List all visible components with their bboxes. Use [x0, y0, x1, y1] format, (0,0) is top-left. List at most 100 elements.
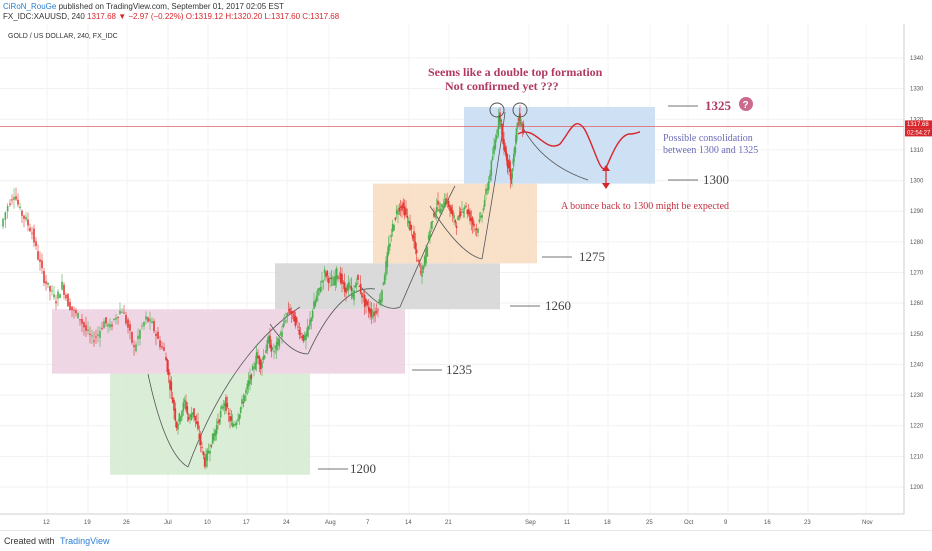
candle-body	[279, 333, 282, 335]
candle-body	[135, 344, 137, 352]
candle-body	[211, 433, 214, 444]
candle-body	[205, 454, 207, 468]
candle-body	[345, 287, 347, 294]
candle-body	[241, 399, 243, 405]
candle-body	[298, 329, 301, 335]
candle-body	[175, 422, 178, 429]
candle-body	[147, 317, 149, 322]
candle-body	[267, 336, 270, 343]
candle-body	[485, 188, 487, 195]
candle-body	[169, 379, 171, 390]
candle-body	[139, 329, 141, 339]
top-circle-1	[489, 102, 505, 118]
candle-body	[239, 407, 242, 413]
time-tick-label: 21	[445, 520, 452, 526]
time-tick-label: 26	[123, 520, 130, 526]
candle-body	[19, 206, 21, 209]
candle-body	[43, 270, 45, 284]
tradingview-logo[interactable]: TradingView	[60, 536, 110, 546]
candle-body	[375, 311, 378, 313]
candle-body	[486, 188, 489, 191]
time-tick-label: 17	[243, 520, 250, 526]
annotation-bounce: A bounce back to 1300 might be expected	[561, 201, 729, 212]
created-with-text: Created with	[4, 536, 55, 546]
candle-body	[215, 425, 218, 435]
candle-body	[255, 352, 258, 364]
candle-body	[303, 335, 306, 340]
candle-body	[179, 416, 182, 422]
time-tick-label: Jul	[164, 520, 172, 526]
candle-body	[346, 284, 349, 292]
candle-body	[363, 294, 366, 307]
candle-body	[231, 423, 234, 427]
price-tick-label: 1260	[910, 301, 924, 307]
footer: Created with TradingView	[0, 530, 932, 551]
annotation-title-2: Not confirmed yet ???	[445, 79, 559, 93]
price-axis[interactable]: 1200 1210 1220 1230 1240 1250 1260 1270 1280 1290…	[903, 24, 932, 514]
candle-body	[259, 359, 262, 369]
bounce-arrow-icon	[602, 165, 610, 189]
candle-body	[489, 174, 491, 181]
candle-body	[511, 173, 513, 179]
price-chart[interactable]: 1200 1235 1260 1275 1300 1325 GOLD / US DOLLA…	[0, 24, 932, 530]
candle-body	[234, 423, 237, 425]
candle-body	[383, 275, 386, 285]
candle-body	[182, 402, 185, 412]
author-link[interactable]: CiRoN_RouGe	[3, 2, 57, 11]
candle-body	[159, 340, 161, 348]
candle-body	[251, 366, 254, 371]
time-tick-label: Oct	[684, 520, 694, 526]
candle-body	[290, 311, 293, 315]
candle-body	[410, 224, 413, 230]
candle-body	[61, 281, 63, 290]
candle-body	[370, 309, 373, 317]
price-tick-label: 1220	[910, 424, 924, 430]
candle-body	[373, 311, 375, 317]
candle-body	[449, 205, 451, 212]
candle-body	[9, 203, 11, 205]
candle-body	[462, 211, 465, 214]
candle-body	[457, 216, 459, 221]
candle-body	[506, 154, 509, 167]
price-tick-label: 1290	[910, 209, 924, 215]
candle-body	[79, 319, 81, 321]
candle-body	[415, 249, 418, 254]
candle-body	[393, 225, 395, 231]
bounce-arrow-down	[602, 183, 610, 189]
candle-body	[289, 308, 291, 314]
candle-body	[491, 156, 494, 160]
candle-body	[437, 200, 439, 205]
bounce-arrow-up	[602, 165, 610, 171]
candle-body	[186, 406, 189, 415]
candle-body	[145, 316, 147, 320]
candle-body	[397, 212, 399, 215]
time-tick-label: 16	[764, 520, 771, 526]
candle-body	[235, 422, 238, 425]
candle-body	[394, 217, 397, 220]
candle-body	[210, 444, 213, 447]
time-label-bg	[905, 128, 932, 137]
candle-body	[27, 219, 29, 226]
candle-body	[391, 224, 394, 232]
candle-body	[51, 290, 53, 292]
candle-body	[439, 208, 442, 214]
pattern-arc	[519, 121, 589, 181]
candle-body	[214, 430, 217, 437]
candle-body	[45, 281, 47, 284]
candle-body	[206, 450, 209, 461]
candle-body	[314, 300, 317, 306]
candle-body	[499, 119, 502, 122]
time-axis[interactable]: 12 19 26 Jul 10 17 24 Aug 14 21 Sep 11 18 25 Oct 9 16 23 N…	[0, 513, 904, 526]
candle-body	[57, 291, 59, 299]
candle-body	[500, 120, 503, 122]
candle-body	[310, 317, 313, 322]
candle-body	[165, 356, 167, 361]
candle-body	[382, 282, 385, 285]
price-tick-label: 1240	[910, 362, 924, 368]
candle-body	[238, 414, 241, 420]
candle-body	[282, 323, 285, 328]
candle-body	[258, 356, 261, 365]
candle-body	[446, 199, 449, 204]
candle-body	[41, 260, 43, 269]
candle-body	[517, 122, 519, 124]
